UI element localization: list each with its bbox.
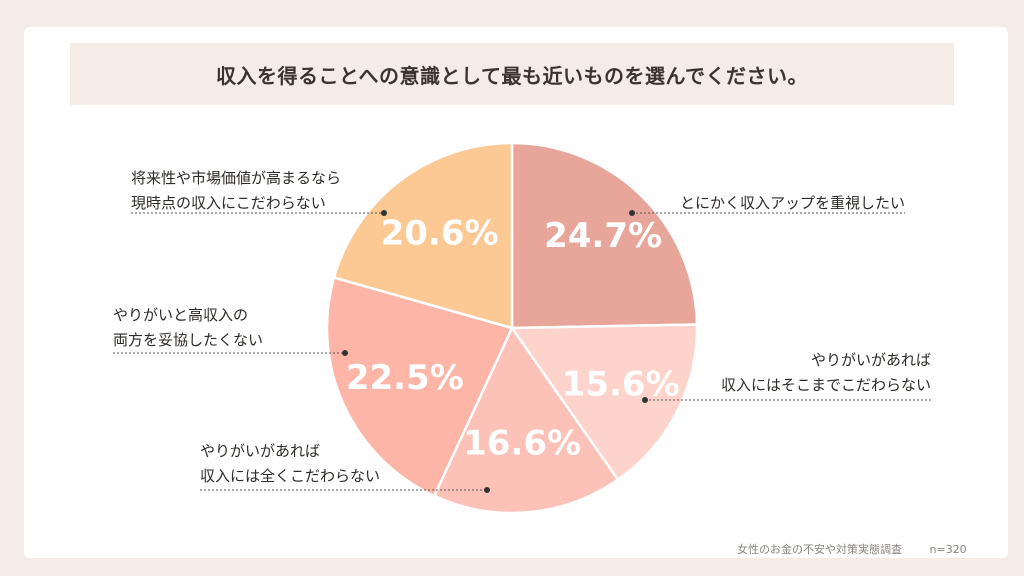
- slice-category-label: やりがいがあれば: [200, 442, 320, 460]
- slice-category-label: 両方を妥協したくない: [113, 331, 263, 349]
- sample-size: n=320: [929, 543, 967, 556]
- pie-slice: [332, 141, 514, 330]
- callout-dot: [342, 350, 348, 356]
- slice-percent-label: 16.6%: [463, 424, 581, 464]
- callout-dot: [484, 487, 490, 493]
- slice-percent-label: 22.5%: [346, 358, 464, 398]
- callout-dot: [381, 210, 387, 216]
- chart-title: 収入を得ることへの意識として最も近いものを選んでください。: [216, 63, 808, 88]
- slice-percent-label: 20.6%: [381, 213, 499, 253]
- slice-category-label: 現時点の収入にこだわらない: [131, 194, 326, 212]
- slice-category-label: やりがいがあれば: [811, 351, 931, 369]
- slice-percent-label: 24.7%: [544, 216, 662, 256]
- slice-category-label: 将来性や市場価値が高まるなら: [131, 169, 341, 187]
- source-note: 女性のお金の不安や対策実態調査: [737, 543, 902, 556]
- slice-category-label: やりがいと高収入の: [113, 306, 248, 324]
- callout-dot: [642, 397, 648, 403]
- slice-category-label: 収入には全くこだわらない: [200, 467, 380, 485]
- callout-dot: [629, 210, 635, 216]
- title-band: 収入を得ることへの意識として最も近いものを選んでください。: [70, 43, 954, 105]
- footer: 女性のお金の不安や対策実態調査 n=320: [737, 541, 967, 557]
- pie-slice: [325, 275, 514, 498]
- slice-category-label: とにかく収入アップを重視したい: [680, 194, 905, 212]
- pie-slice: [510, 141, 699, 330]
- pie-slice: [509, 323, 699, 482]
- pie-slice: [432, 325, 620, 515]
- slice-percent-label: 15.6%: [562, 364, 680, 404]
- slice-category-label: 収入にはそこまでこだわらない: [721, 376, 931, 394]
